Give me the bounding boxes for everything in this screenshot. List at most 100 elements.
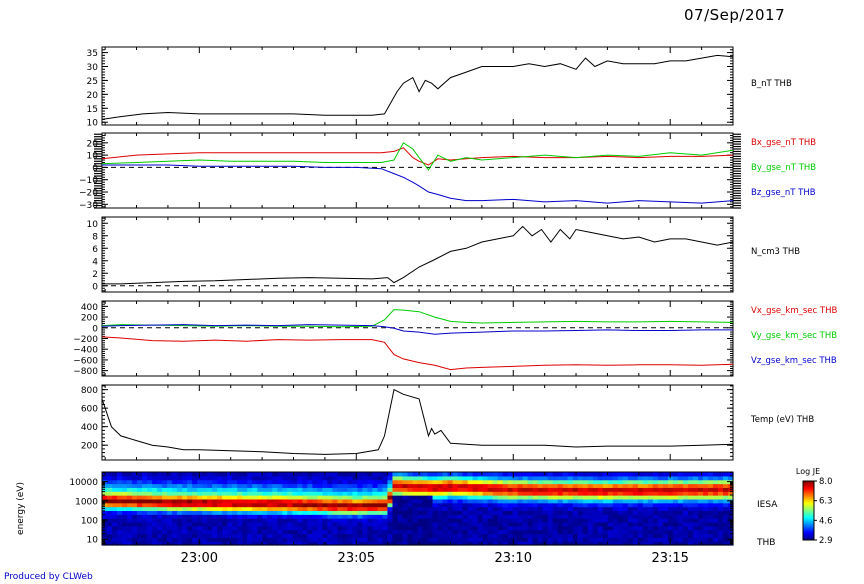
spectrogram-cell: [432, 541, 439, 546]
date-label: 07/Sep/2017: [684, 6, 786, 24]
x-tick-label: 23:00: [181, 551, 218, 566]
spectrogram-cell: [277, 479, 283, 485]
spectrogram-cell: [482, 529, 489, 535]
spectrogram-cell: [157, 491, 163, 496]
spectrogram-cell: [702, 506, 709, 512]
spectrogram-cell: [327, 472, 333, 477]
spectrogram-cell: [142, 472, 148, 477]
spectrogram-cell: [592, 521, 599, 527]
spectrogram-cell: [257, 475, 263, 481]
spectrogram-cell: [487, 525, 494, 531]
spectrogram-cell: [262, 529, 268, 535]
spectrogram-cell: [627, 487, 634, 492]
spectrogram-cell: [157, 510, 163, 515]
spectrogram-cell: [317, 525, 323, 531]
spectrogram-cell: [332, 487, 338, 492]
spectrogram-cell: [672, 498, 679, 504]
spectrogram-cell: [622, 510, 629, 515]
spectrogram-cell: [257, 506, 263, 512]
spectrogram-cell: [617, 521, 624, 527]
spectrogram-cell: [437, 533, 444, 538]
spectrogram-cell: [357, 525, 364, 531]
spectrogram-cell: [537, 487, 544, 492]
spectrogram-cell: [487, 533, 494, 538]
spectrogram-cell: [497, 518, 504, 523]
spectrogram-cell: [712, 533, 719, 538]
spectrogram-cell: [297, 498, 303, 504]
spectrogram-cell: [377, 479, 384, 485]
spectrogram-cell: [592, 525, 599, 531]
spectrogram-cell: [392, 521, 399, 527]
spectrogram-cell: [167, 537, 173, 542]
colorbar-cell: [803, 492, 814, 495]
spectrogram-cell: [352, 514, 359, 519]
spectrogram-cell: [647, 510, 654, 515]
spectrogram-cell: [167, 506, 173, 512]
spectrogram-cell: [162, 491, 168, 496]
spectrogram-cell: [132, 521, 138, 527]
spectrogram-cell: [377, 525, 384, 531]
y-tick-label: 400: [81, 423, 98, 433]
spectrogram-cell: [442, 541, 449, 546]
spectrogram-cell: [262, 483, 268, 488]
spectrogram-cell: [422, 537, 429, 542]
spectrogram-cell: [422, 498, 429, 504]
spectrogram-cell: [112, 518, 118, 523]
spectrogram-cell: [177, 491, 183, 496]
spectrogram-cell: [457, 491, 464, 496]
spectrogram-cell: [537, 475, 544, 481]
spectrogram-cell: [282, 510, 288, 515]
spectrogram-cell: [117, 495, 123, 500]
spectrogram-cell: [172, 533, 178, 538]
spectrogram-cell: [702, 475, 709, 481]
spectrogram-cell: [117, 518, 123, 523]
spectrogram-cell: [212, 483, 218, 488]
spectrogram-cell: [327, 521, 333, 527]
colorbar-cell: [803, 506, 814, 509]
spectrogram-cell: [442, 525, 449, 531]
spectrogram-cell: [647, 479, 654, 485]
spectrogram-cell: [397, 491, 404, 496]
spectrogram-cell: [442, 518, 449, 523]
spectrogram-cell: [657, 514, 664, 519]
spectrogram-cell: [507, 529, 514, 535]
spectrogram-cell: [222, 472, 228, 477]
spectrogram-cell: [437, 475, 444, 481]
spectrogram-cell: [102, 495, 108, 500]
colorbar-cell: [803, 498, 814, 501]
spectrogram-cell: [427, 537, 434, 542]
spectrogram-cell: [212, 533, 218, 538]
spectrogram-cell: [292, 491, 298, 496]
spectrogram-cell: [167, 479, 173, 485]
spectrogram-cell: [682, 510, 689, 515]
spectrogram-cell: [687, 491, 694, 496]
spectrogram-cell: [172, 514, 178, 519]
spectrogram-cell: [692, 479, 699, 485]
spectrogram-cell: [422, 510, 429, 515]
spectrogram-cell: [122, 487, 128, 492]
spectrogram-cell: [422, 518, 429, 523]
spectrogram-cell: [292, 510, 298, 515]
y-tick-label: 200: [81, 314, 98, 324]
spectrogram-cell: [342, 495, 348, 500]
spectrogram-cell: [137, 498, 143, 504]
spectrogram-cell: [532, 514, 539, 519]
spectrogram-cell: [287, 514, 293, 519]
spectrogram-cell: [652, 475, 659, 481]
spectrogram-cell: [457, 514, 464, 519]
spectrogram-cell: [232, 533, 238, 538]
spectrogram-cell: [722, 502, 729, 508]
spectrogram-cell: [127, 495, 133, 500]
spectrogram-cell: [597, 514, 604, 519]
spectrogram-cell: [437, 472, 444, 477]
spectrogram-cell: [612, 514, 619, 519]
spectrogram-cell: [677, 506, 684, 512]
spectrogram-cell: [377, 514, 384, 519]
spectrogram-cell: [697, 479, 704, 485]
spectrogram-cell: [142, 510, 148, 515]
spectrogram-cell: [227, 521, 233, 527]
spectrogram-cell: [437, 518, 444, 523]
spectrogram-cell: [497, 495, 504, 500]
spectrogram-cell: [537, 541, 544, 546]
